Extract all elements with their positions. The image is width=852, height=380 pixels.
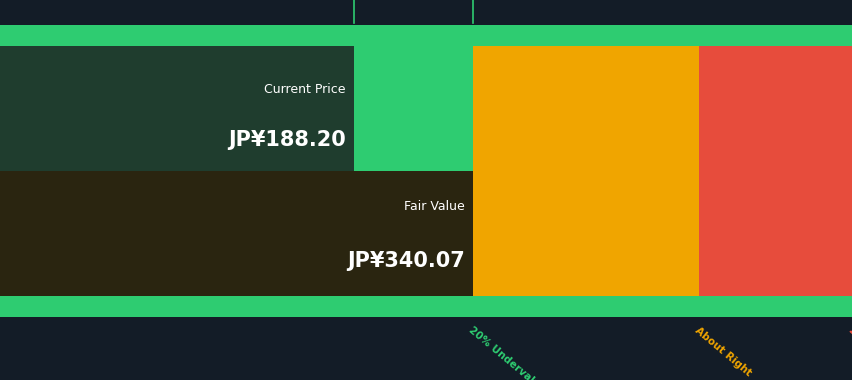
Text: 20% Overvalued: 20% Overvalued: [845, 325, 852, 380]
Text: JP¥188.20: JP¥188.20: [227, 130, 345, 150]
Bar: [0, 25, 852, 46]
Text: 20% Undervalued: 20% Undervalued: [466, 325, 552, 380]
Text: Current Price: Current Price: [263, 83, 345, 96]
Bar: [0, 46, 473, 296]
Text: About Right: About Right: [692, 325, 752, 378]
Bar: [0, 171, 473, 296]
Text: JP¥340.07: JP¥340.07: [347, 251, 464, 271]
Text: Fair Value: Fair Value: [404, 200, 464, 213]
Bar: [699, 46, 852, 296]
Bar: [473, 46, 699, 296]
Bar: [0, 296, 852, 317]
Bar: [0, 46, 354, 171]
